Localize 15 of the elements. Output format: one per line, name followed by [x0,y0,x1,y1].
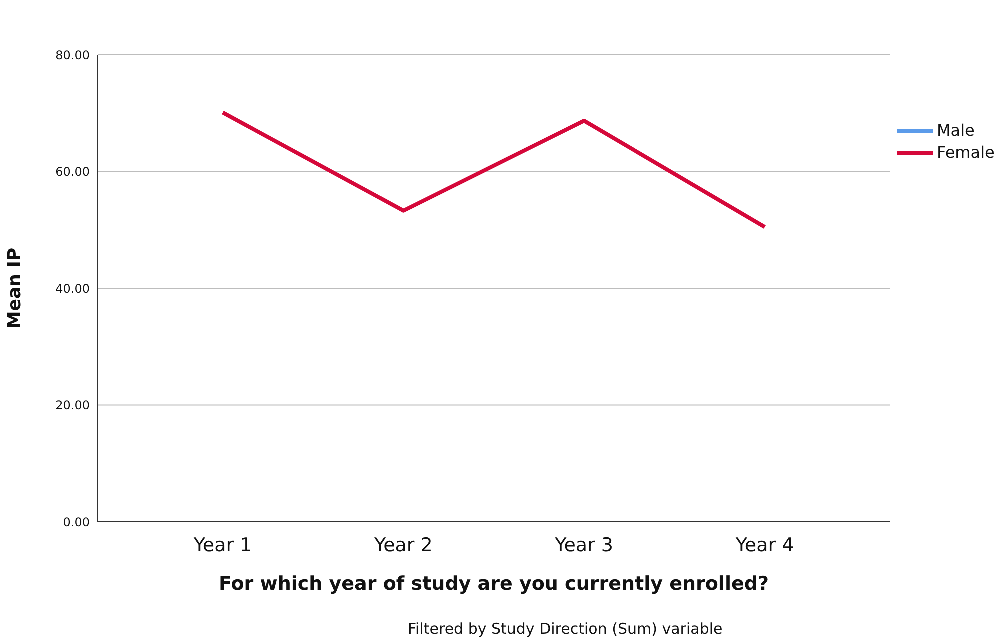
x-tick-label: Year 1 [192,534,252,556]
y-tick-label: 80.00 [56,48,90,62]
y-tick-label: 40.00 [56,282,90,296]
x-tick-label: Year 3 [554,534,614,556]
x-tick-label: Year 2 [373,534,433,556]
y-tick-label: 0.00 [63,515,90,530]
y-tick-label: 20.00 [56,398,90,413]
legend-label: Female [937,142,995,164]
text: Filtered by Study Direction (Sum) variable [408,620,723,638]
line-series [221,110,767,230]
legend-label: Male [937,120,975,142]
x-tick-label: Year 4 [734,534,794,556]
y-tick-label: 60.00 [56,165,90,180]
x-axis-title: For which year of study are you currently enrolled? [219,573,769,595]
y-axis-title: Mean IP [4,248,26,330]
